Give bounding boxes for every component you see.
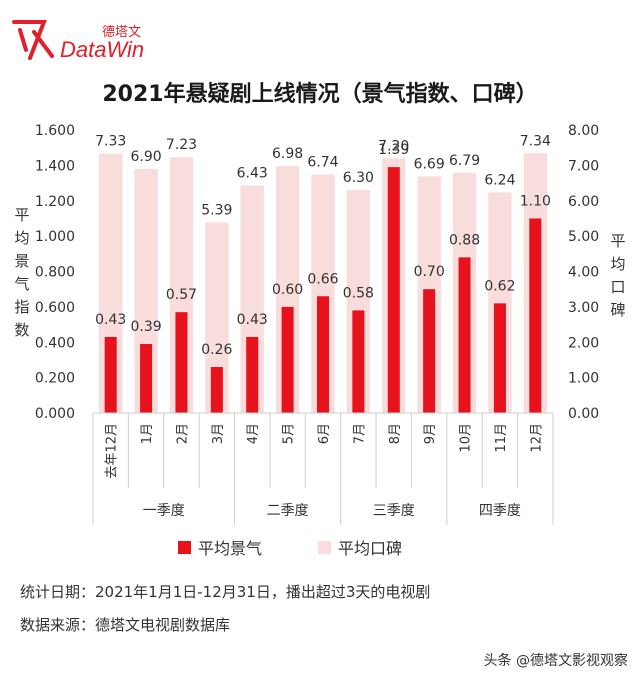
jingqi-bar xyxy=(529,218,542,413)
footer-note-date: 统计日期：2021年1月1日-12月31日，播出超过3天的电视剧 xyxy=(20,583,430,601)
legend-label: 平均景气 xyxy=(198,539,262,558)
koubei-value-label: 7.34 xyxy=(520,133,551,149)
left-tick-label: 1.400 xyxy=(35,158,75,174)
koubei-value-label: 6.30 xyxy=(343,170,374,186)
koubei-value-label: 6.98 xyxy=(272,146,303,162)
jingqi-value-label: 0.70 xyxy=(414,264,445,280)
category-label: 10月 xyxy=(459,423,474,453)
right-axis-ticks: 0.00 1.00 2.00 3.00 4.00 5.00 6.00 7.00 8.00 xyxy=(568,123,599,422)
datawin-logo-icon xyxy=(12,20,54,60)
jingqi-value-label: 0.58 xyxy=(343,285,374,301)
jingqi-bars xyxy=(104,167,542,413)
left-tick-label: 0.600 xyxy=(35,300,75,316)
left-tick-label: 0.400 xyxy=(35,335,75,351)
category-label: 8月 xyxy=(388,423,403,444)
jingqi-bar xyxy=(246,336,259,413)
koubei-value-label: 6.24 xyxy=(484,172,515,188)
koubei-labels: 7.336.90 7.23 5.39 6.436.986.74 6.307.20 6.69… xyxy=(95,133,551,218)
left-tick-label: 1.000 xyxy=(35,229,75,245)
koubei-value-label: 7.20 xyxy=(378,138,409,154)
koubei-value-label: 6.74 xyxy=(307,155,338,171)
right-tick-label: 3.00 xyxy=(568,300,599,316)
category-label: 11月 xyxy=(494,423,509,453)
category-label: 1月 xyxy=(140,423,155,444)
koubei-value-label: 6.79 xyxy=(449,153,480,169)
category-label: 3月 xyxy=(211,423,226,444)
koubei-value-label: 7.33 xyxy=(95,134,126,150)
y-right-axis-label: 平均口碑 xyxy=(610,232,625,319)
right-tick-label: 4.00 xyxy=(568,265,599,281)
jingqi-value-label: 0.62 xyxy=(484,278,515,294)
jingqi-bar xyxy=(175,312,188,413)
chart-title: 2021年悬疑剧上线情况（景气指数、口碑） xyxy=(102,81,537,107)
left-tick-label: 0.200 xyxy=(35,371,75,387)
category-label: 4月 xyxy=(246,423,261,444)
jingqi-bar xyxy=(458,257,471,413)
right-tick-label: 6.00 xyxy=(568,194,599,210)
jingqi-bar xyxy=(104,336,117,413)
jingqi-value-label: 0.43 xyxy=(95,312,126,328)
koubei-bar xyxy=(205,222,229,413)
koubei-value-label: 5.39 xyxy=(201,202,232,218)
jingqi-bar xyxy=(140,344,153,413)
koubei-value-label: 7.23 xyxy=(166,137,197,153)
right-tick-label: 1.00 xyxy=(568,371,599,387)
jingqi-value-label: 0.66 xyxy=(307,271,338,287)
category-label: 5月 xyxy=(282,423,297,444)
jingqi-value-label: 0.88 xyxy=(449,232,480,248)
jingqi-bar xyxy=(281,306,294,413)
right-tick-label: 7.00 xyxy=(568,158,599,174)
quarter-label: 一季度 xyxy=(143,503,185,519)
category-label: 12月 xyxy=(529,423,544,453)
jingqi-bar xyxy=(210,367,223,413)
legend-label: 平均口碑 xyxy=(338,539,402,558)
jingqi-bar xyxy=(352,310,365,413)
jingqi-value-label: 0.57 xyxy=(166,287,197,303)
left-tick-label: 1.200 xyxy=(35,194,75,210)
category-label: 去年12月 xyxy=(105,423,120,479)
right-tick-label: 8.00 xyxy=(568,123,599,139)
brand-logo: 德塔文 DataWin xyxy=(12,20,144,62)
jingqi-bar xyxy=(493,303,506,413)
jingqi-value-label: 0.26 xyxy=(201,342,232,358)
category-label: 2月 xyxy=(175,423,190,444)
jingqi-bar xyxy=(316,296,330,413)
left-axis-ticks: 0.000 0.200 0.400 0.600 0.800 1.000 1.200 1.400… xyxy=(35,123,75,422)
left-tick-label: 0.000 xyxy=(35,406,75,422)
jingqi-bar xyxy=(387,167,400,413)
quarter-label: 四季度 xyxy=(479,503,521,519)
jingqi-value-label: 0.60 xyxy=(272,282,303,298)
jingqi-value-label: 1.39 xyxy=(378,142,409,158)
axis-names: 平均景气指数 平均口碑 xyxy=(14,206,625,339)
watermark: 头条 @德塔文影视观察 xyxy=(484,652,628,669)
quarter-label: 二季度 xyxy=(267,503,309,519)
quarter-label: 三季度 xyxy=(373,503,415,519)
koubei-value-label: 6.69 xyxy=(414,156,445,172)
jingqi-bar xyxy=(423,289,436,413)
category-label: 9月 xyxy=(423,423,438,444)
koubei-value-label: 6.43 xyxy=(237,166,268,182)
right-tick-label: 0.00 xyxy=(568,406,599,422)
right-tick-label: 5.00 xyxy=(568,229,599,245)
legend-swatch xyxy=(318,541,331,554)
y-left-axis-label: 平均景气指数 xyxy=(14,206,29,339)
jingqi-value-label: 1.10 xyxy=(520,193,551,209)
koubei-value-label: 6.90 xyxy=(130,149,161,165)
brand-name-en: DataWin xyxy=(60,37,144,62)
right-tick-label: 2.00 xyxy=(568,335,599,351)
jingqi-value-label: 0.43 xyxy=(237,312,268,328)
jingqi-labels: 0.43 0.390.570.260.430.600.660.581.390.70… xyxy=(95,142,551,358)
footer-note-source: 数据来源：德塔文电视剧数据库 xyxy=(20,616,230,634)
brand-name-cn: 德塔文 xyxy=(102,25,141,40)
left-tick-label: 0.800 xyxy=(35,265,75,281)
legend: 平均景气 平均口碑 xyxy=(178,539,402,558)
jingqi-value-label: 0.39 xyxy=(130,319,161,335)
left-tick-label: 1.600 xyxy=(35,123,75,139)
legend-swatch xyxy=(178,541,191,554)
category-label: 7月 xyxy=(352,423,367,444)
category-label: 6月 xyxy=(317,423,332,444)
